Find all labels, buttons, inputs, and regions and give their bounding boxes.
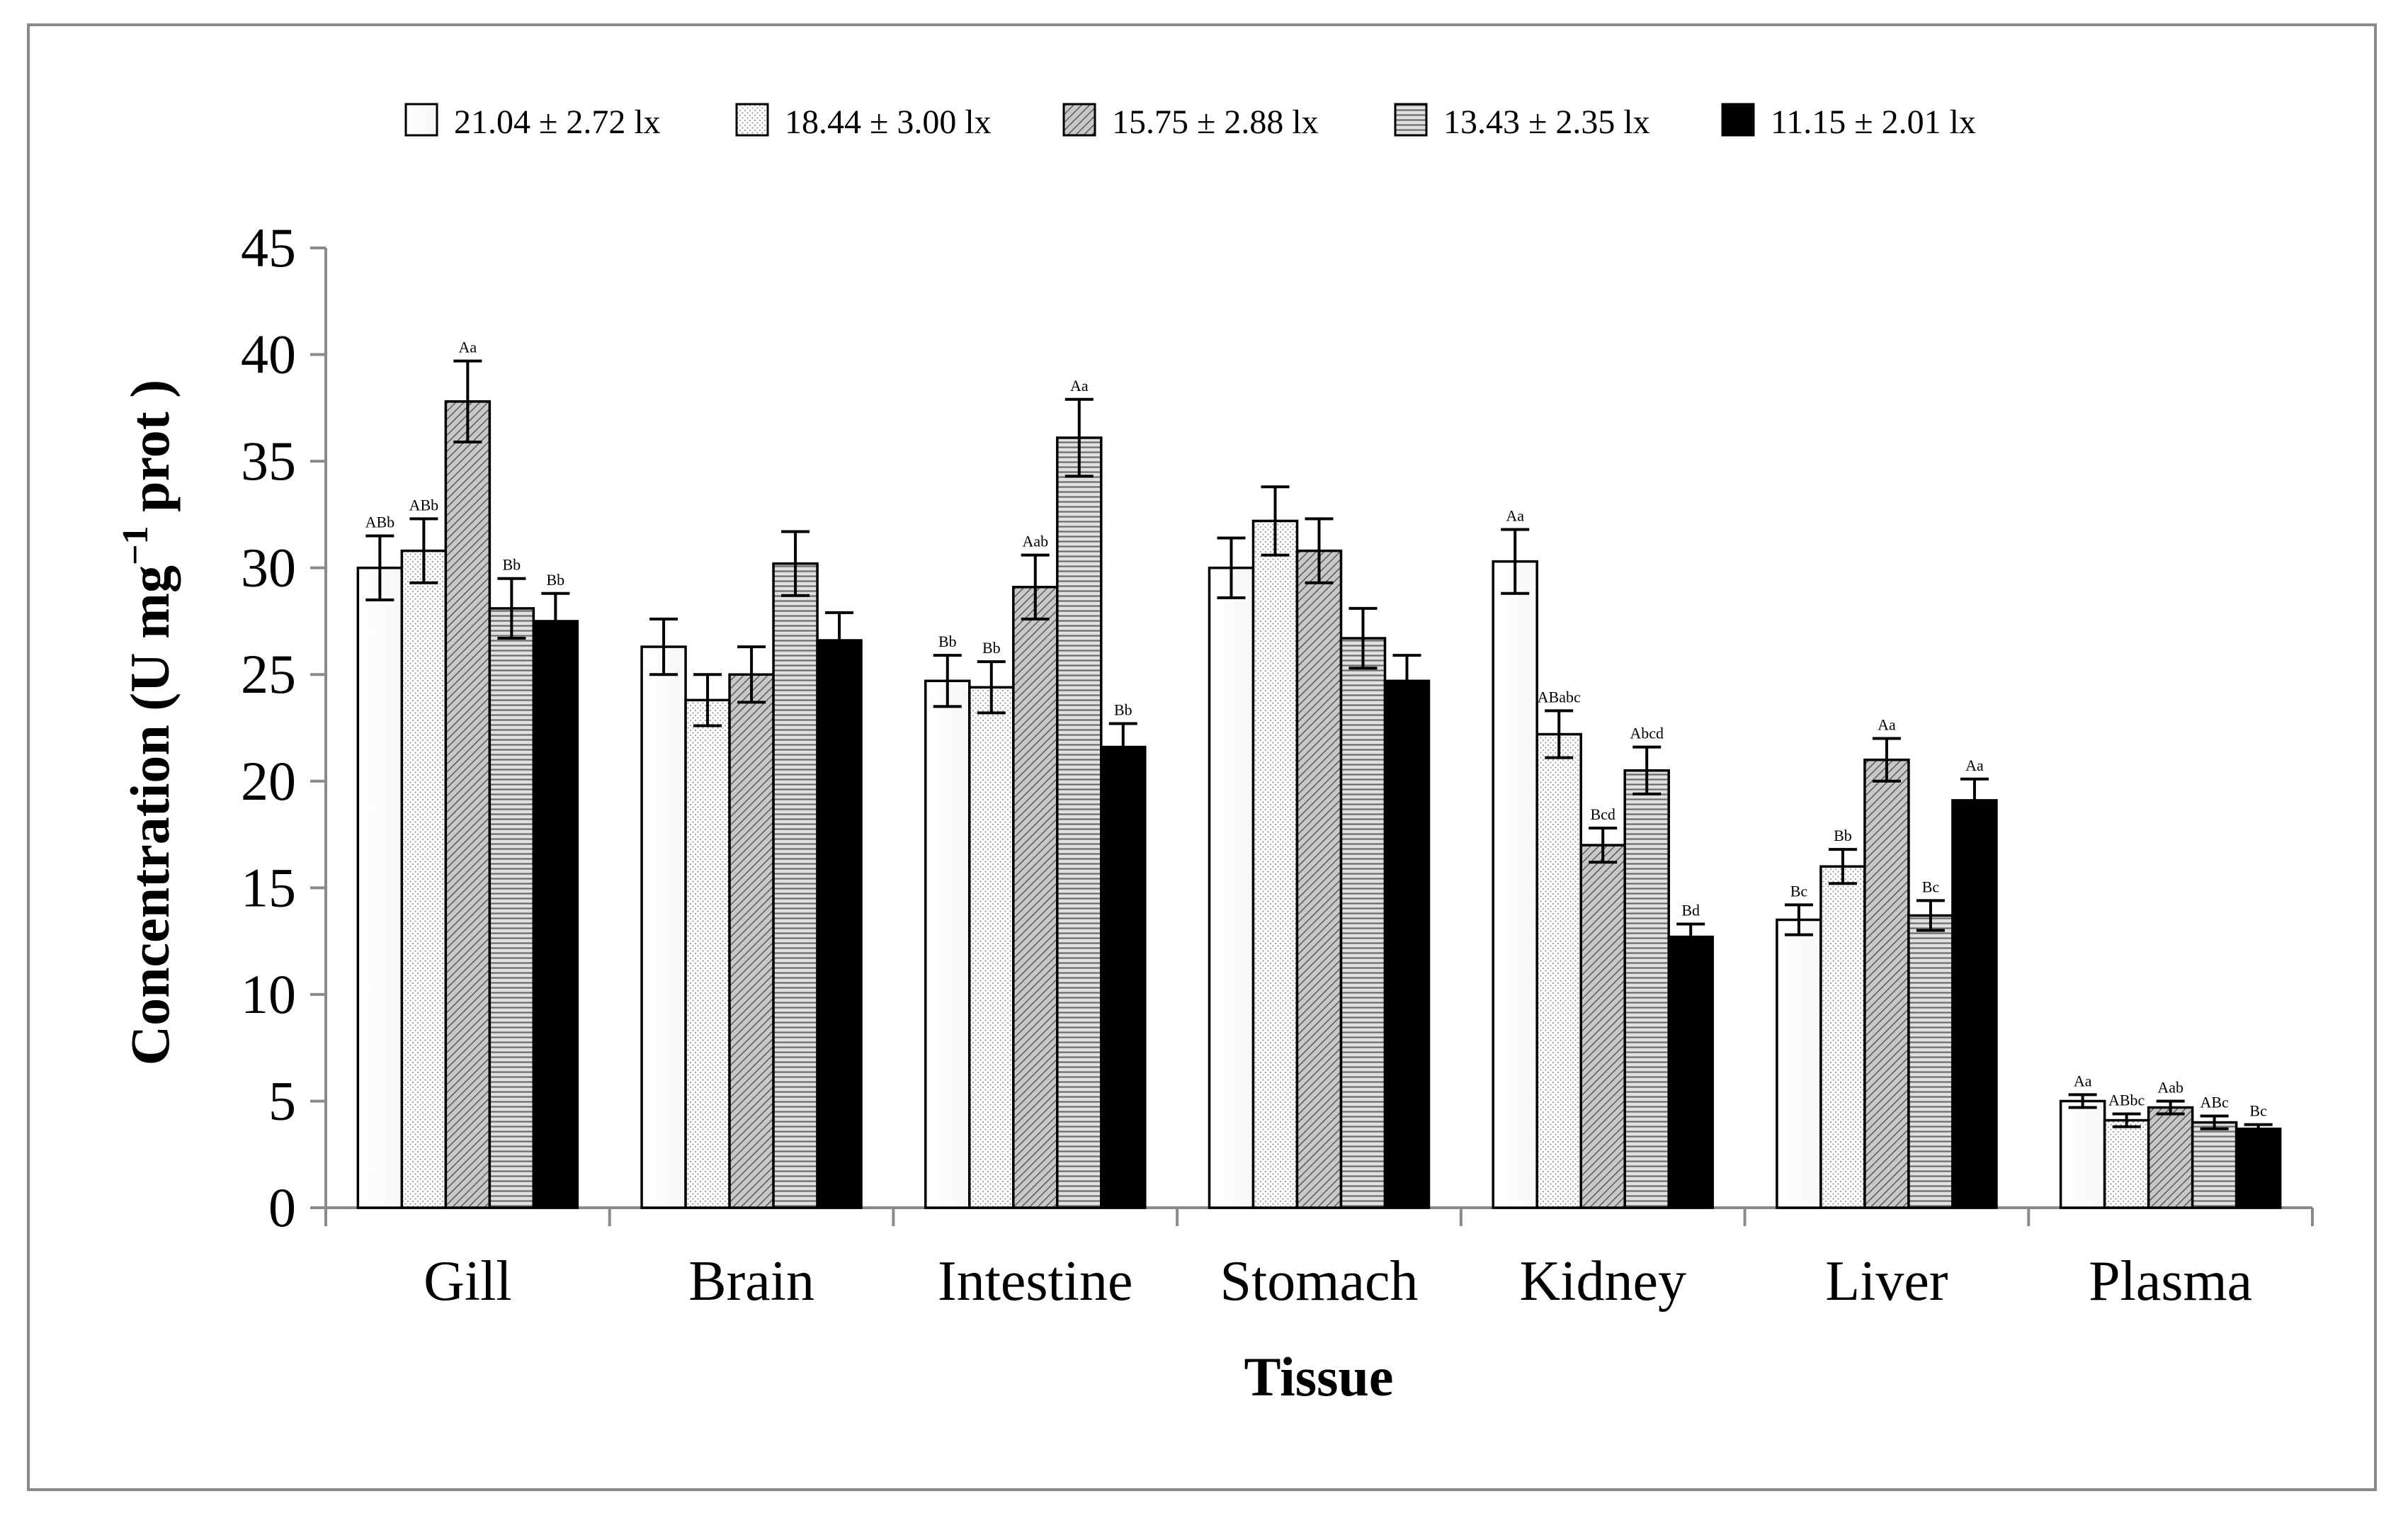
bar	[1251, 519, 1299, 1209]
significance-label: Aa	[459, 339, 477, 356]
legend-label: 13.43 ± 2.35 lx	[1443, 103, 1650, 141]
bar	[1100, 745, 1147, 1209]
legend-label: 11.15 ± 2.01 lx	[1771, 103, 1976, 141]
legend-swatch	[1394, 103, 1428, 137]
significance-label: Aab	[1022, 533, 1048, 550]
bar	[400, 549, 448, 1209]
legend: 21.04 ± 2.72 lx 18.44 ± 3.00 lx 15.75 ± 2.…	[404, 103, 1976, 141]
x-tick-label: Plasma	[2089, 1250, 2252, 1313]
x-tick-label: Kidney	[1519, 1250, 1686, 1313]
y-axis-title: Concentration (U mg−1 prot )	[115, 380, 181, 1065]
bar	[2103, 1118, 2150, 1209]
significance-label: ABb	[409, 496, 439, 514]
significance-label: Bc	[1922, 878, 1940, 895]
significance-label: Aa	[1506, 506, 1524, 524]
bar	[2147, 1106, 2194, 1209]
bar	[2234, 1127, 2282, 1209]
significance-label: Bb	[503, 556, 521, 574]
significance-label: Aa	[1965, 757, 1984, 774]
significance-label: Bb	[1114, 701, 1132, 718]
y-tick-label: 10	[241, 963, 296, 1025]
x-tick-label: Stomach	[1220, 1250, 1419, 1313]
bar	[1907, 914, 1954, 1209]
bar	[1776, 918, 1822, 1209]
significance-label: Bcd	[1590, 805, 1615, 823]
bar	[1208, 566, 1255, 1209]
x-axis-title: Tissue	[1244, 1346, 1394, 1407]
y-tick-label: 40	[241, 324, 296, 385]
bar	[684, 698, 731, 1209]
legend-label: 15.75 ± 2.88 lx	[1112, 103, 1319, 141]
legend-swatch	[404, 103, 438, 137]
bar	[488, 607, 535, 1209]
bar	[1056, 436, 1103, 1209]
bar	[772, 562, 819, 1209]
bar	[1339, 637, 1387, 1209]
bar	[1667, 935, 1714, 1209]
significance-label: ABbc	[2108, 1092, 2145, 1109]
bar	[1535, 732, 1582, 1209]
y-tick-label: 5	[268, 1070, 296, 1131]
legend-swatch	[1721, 103, 1755, 137]
y-tick-label: 0	[268, 1177, 296, 1238]
y-tick-label: 30	[241, 537, 296, 599]
significance-label: Bc	[1790, 882, 1808, 900]
significance-label: Aa	[1070, 377, 1089, 395]
bars: ABb ABb Aa Bb Bb Bb Bb Aab Aa Bb Aa ABabc Bcd Abcd Bd B…	[356, 339, 2282, 1209]
significance-label: Bc	[2249, 1102, 2267, 1120]
x-tick-label: Liver	[1825, 1250, 1948, 1313]
significance-label: Bb	[982, 639, 1001, 657]
significance-label: Abcd	[1630, 725, 1664, 742]
bar	[1492, 560, 1538, 1209]
bar	[356, 566, 404, 1209]
bar	[2191, 1121, 2238, 1209]
bar	[1951, 799, 1998, 1209]
significance-label: ABb	[365, 514, 395, 531]
significance-label: ABabc	[1538, 688, 1581, 706]
bar	[1579, 844, 1626, 1209]
y-axis-title-suffix: prot )	[119, 380, 181, 526]
bar	[1295, 549, 1343, 1209]
legend-swatch	[735, 103, 769, 137]
bar	[532, 620, 579, 1209]
y-tick-label: 25	[241, 643, 296, 705]
bar	[1863, 758, 1910, 1209]
significance-label: Aab	[2157, 1078, 2183, 1096]
bar	[2059, 1099, 2106, 1209]
significance-label: Bd	[1681, 902, 1700, 919]
x-tick-label: Gill	[424, 1250, 511, 1313]
bar	[1819, 865, 1866, 1209]
bar	[1623, 769, 1670, 1209]
bar	[640, 645, 687, 1209]
significance-label: Bb	[938, 633, 957, 650]
significance-label: Aa	[2074, 1072, 2092, 1089]
x-tick-label: Brain	[688, 1250, 814, 1313]
bar	[1012, 586, 1059, 1209]
legend-label: 21.04 ± 2.72 lx	[454, 103, 661, 141]
legend-swatch	[1062, 103, 1096, 137]
bar	[816, 639, 863, 1209]
y-tick-label: 45	[241, 217, 296, 278]
y-tick-label: 20	[241, 750, 296, 812]
legend-label: 18.44 ± 3.00 lx	[785, 103, 992, 141]
significance-label: Aa	[1878, 716, 1896, 734]
y-axis-title-superscript: −1	[115, 526, 156, 565]
bar	[444, 400, 492, 1209]
significance-label: Bb	[547, 571, 565, 589]
y-tick-label: 15	[241, 856, 296, 918]
bar	[968, 686, 1015, 1209]
significance-label: ABc	[2200, 1094, 2229, 1111]
x-tick-label: Intestine	[938, 1250, 1132, 1313]
bar	[924, 679, 971, 1209]
y-axis-title-prefix: Concentration (U mg	[119, 565, 181, 1065]
y-tick-label: 35	[241, 430, 296, 492]
significance-label: Bb	[1834, 827, 1852, 844]
bar	[1383, 679, 1431, 1209]
bar	[728, 673, 775, 1209]
